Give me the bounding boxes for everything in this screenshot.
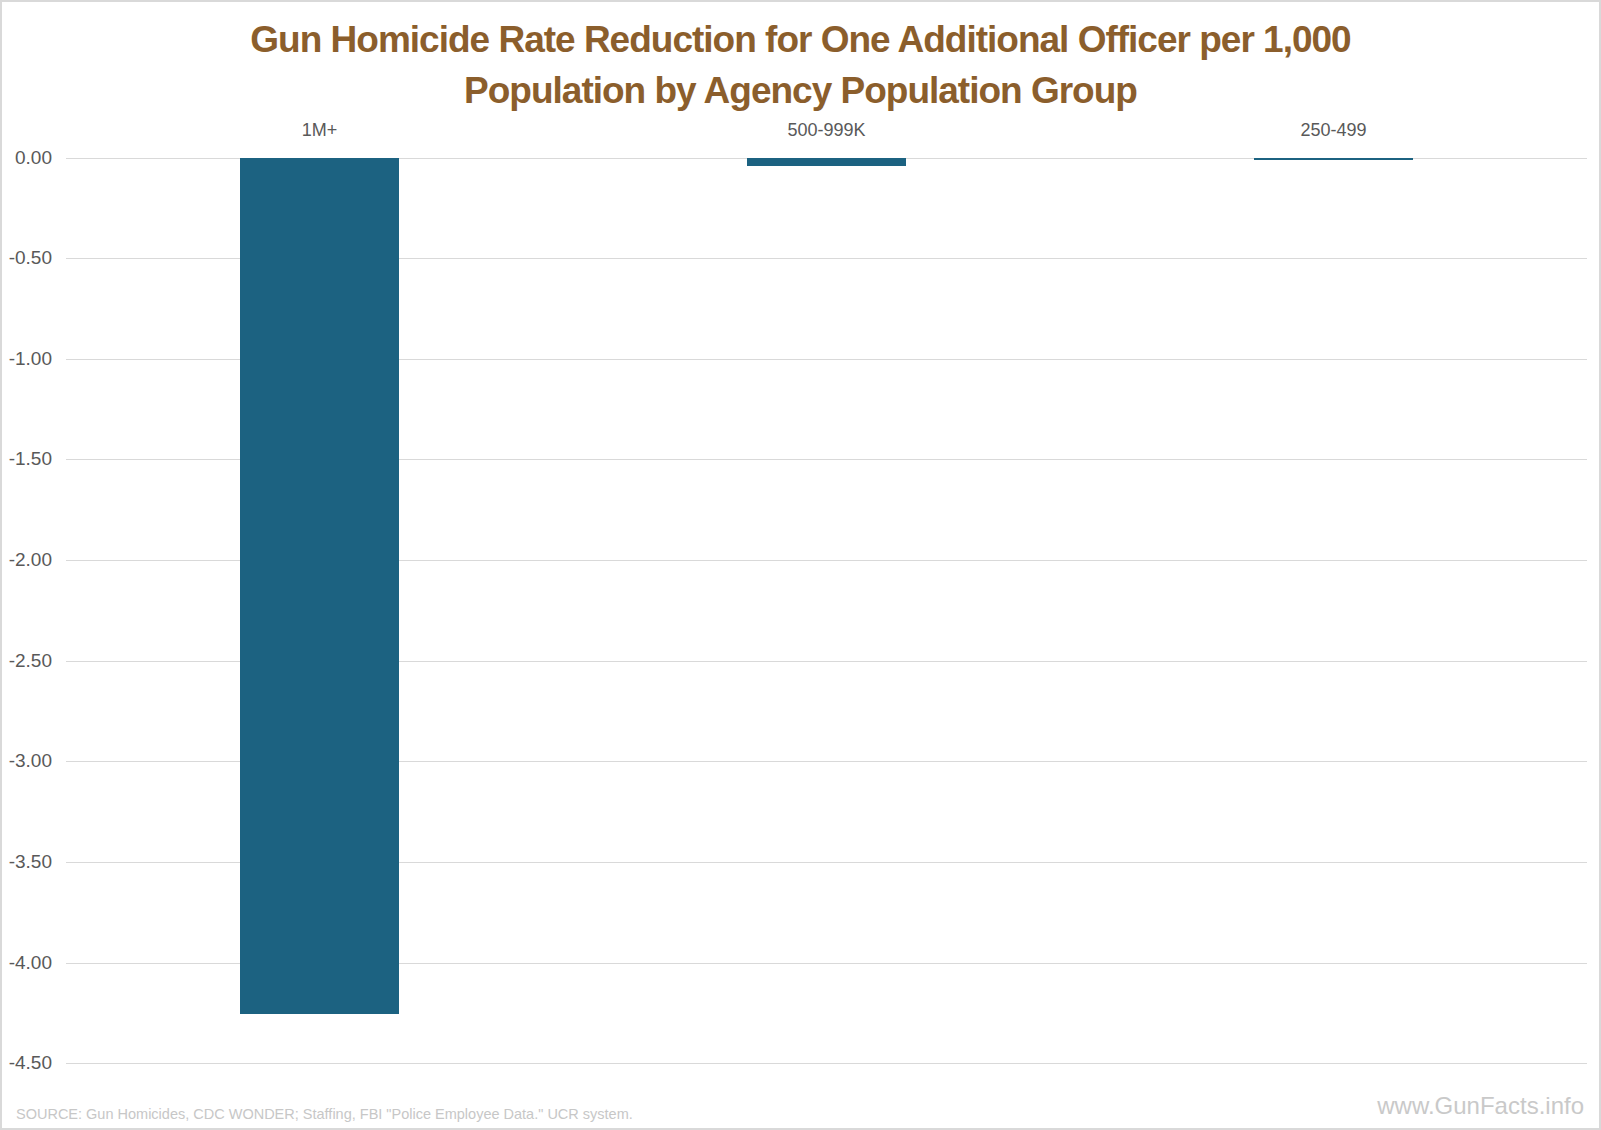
y-tick-label: 0.00 [6,147,52,169]
gridline [66,1063,1587,1064]
y-tick-label: -1.00 [6,348,52,370]
category-label-500-999k: 500-999K [787,120,865,140]
chart-title-line2: Population by Agency Population Group [2,65,1599,116]
y-tick-label: -2.00 [6,549,52,571]
bar-250-499 [1254,158,1413,160]
category-label-250-499: 250-499 [1300,120,1366,140]
watermark: www.GunFacts.info [1377,1093,1584,1119]
source-note: SOURCE: Gun Homicides, CDC WONDER; Staff… [16,1105,633,1123]
chart-frame: Gun Homicide Rate Reduction for One Addi… [0,0,1601,1130]
y-tick-label: -4.50 [6,1052,52,1074]
y-tick-label: -3.50 [6,851,52,873]
chart-title: Gun Homicide Rate Reduction for One Addi… [2,14,1599,116]
y-tick-label: -1.50 [6,448,52,470]
category-label-1m: 1M+ [302,120,338,140]
bar-1m [240,158,399,1014]
chart-title-line1: Gun Homicide Rate Reduction for One Addi… [2,14,1599,65]
y-tick-label: -3.00 [6,750,52,772]
y-tick-label: -4.00 [6,952,52,974]
y-tick-label: -2.50 [6,650,52,672]
y-tick-label: -0.50 [6,247,52,269]
bar-500-999k [747,158,906,166]
